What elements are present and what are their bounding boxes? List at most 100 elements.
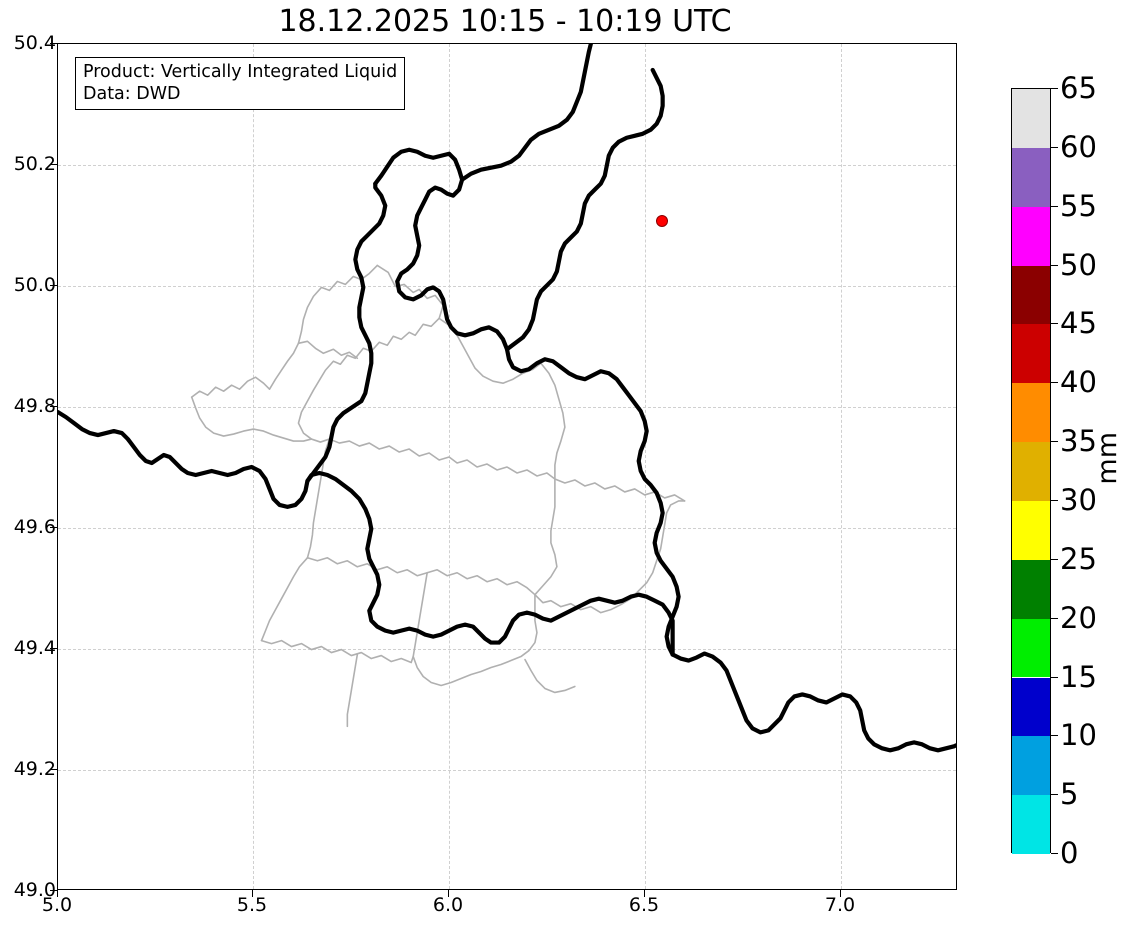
colorbar-segment-5-10 xyxy=(1012,736,1050,796)
canton-border xyxy=(524,658,576,694)
colorbar-label: 35 xyxy=(1060,424,1097,459)
x-tick-mark xyxy=(840,890,841,897)
colorbar-label: 65 xyxy=(1060,71,1097,105)
gridline-vertical xyxy=(449,44,450,889)
x-tick-mark xyxy=(57,890,58,897)
canton-border xyxy=(297,264,444,443)
gridline-horizontal xyxy=(58,286,956,287)
colorbar-label: 10 xyxy=(1060,718,1097,753)
colorbar-tick xyxy=(1051,323,1058,325)
colorbar-label: 45 xyxy=(1060,306,1097,341)
canton-border xyxy=(297,340,359,360)
colorbar-segment-0-5 xyxy=(1012,795,1050,854)
colorbar-label: 0 xyxy=(1060,836,1079,870)
y-tick-mark xyxy=(50,890,57,891)
canton-border xyxy=(190,396,313,442)
y-tick-mark xyxy=(50,164,57,165)
product-info-box: Product: Vertically Integrated Liquid Da… xyxy=(75,57,406,111)
colorbar-unit-label: mm xyxy=(1092,432,1123,485)
canton-border xyxy=(412,571,428,658)
colorbar-segment-60-65 xyxy=(1012,89,1050,148)
x-tick-label: 6.0 xyxy=(432,894,464,916)
colorbar-tick xyxy=(1051,382,1058,384)
y-tick-label: 50.0 xyxy=(13,274,56,296)
y-tick-label: 49.2 xyxy=(13,758,56,780)
colorbar-segment-25-30 xyxy=(1012,501,1050,560)
y-tick-label: 50.4 xyxy=(13,32,56,54)
x-tick-label: 5.5 xyxy=(236,894,268,916)
gridline-vertical xyxy=(841,44,842,889)
colorbar-tick xyxy=(1051,205,1058,207)
canton-border xyxy=(346,653,359,728)
product-info-line-2: Data: DWD xyxy=(83,84,181,105)
radar-site-marker[interactable] xyxy=(656,215,668,227)
x-tick-mark xyxy=(644,890,645,897)
canton-border xyxy=(426,568,536,596)
colorbar-tick xyxy=(1051,499,1058,501)
canton-border xyxy=(412,593,538,687)
colorbar-tick xyxy=(1051,853,1058,854)
colorbar-tick xyxy=(1051,735,1058,737)
product-info-line-1: Product: Vertically Integrated Liquid xyxy=(83,62,398,82)
gridline-horizontal xyxy=(58,528,956,529)
colorbar-tick xyxy=(1051,617,1058,619)
colorbar-tick xyxy=(1051,264,1058,266)
colorbar-label: 25 xyxy=(1060,541,1097,576)
y-tick-mark xyxy=(50,527,57,528)
colorbar-segment-10-15 xyxy=(1012,677,1050,737)
canton-borders-group xyxy=(190,264,686,728)
colorbar-tick xyxy=(1051,441,1058,443)
colorbar-tick xyxy=(1051,676,1058,678)
colorbar-label: 55 xyxy=(1060,188,1097,223)
gridline-horizontal xyxy=(58,165,956,166)
colorbar-segment-20-25 xyxy=(1012,559,1050,619)
page-title: 18.12.2025 10:15 - 10:19 UTC xyxy=(278,4,732,39)
colorbar-segment-50-55 xyxy=(1012,206,1050,266)
national-borders-group xyxy=(58,44,956,753)
canton-border xyxy=(328,438,556,480)
x-tick-label: 6.5 xyxy=(628,894,660,916)
gridline-horizontal xyxy=(58,770,956,771)
y-tick-mark xyxy=(50,43,57,44)
country-border-west-south xyxy=(58,410,675,657)
colorbar-segment-35-40 xyxy=(1012,383,1050,443)
canton-border xyxy=(554,478,686,502)
x-tick-label: 5.0 xyxy=(41,894,73,916)
country-border-north-spur xyxy=(504,67,665,352)
country-border-luxembourg xyxy=(373,147,681,657)
colorbar-label: 60 xyxy=(1060,129,1097,164)
colorbar-tick xyxy=(1051,794,1058,796)
y-tick-label: 49.4 xyxy=(13,637,56,659)
gridline-horizontal xyxy=(58,649,956,650)
canton-border xyxy=(306,556,428,577)
canton-border xyxy=(534,589,640,614)
x-tick-mark xyxy=(252,890,253,897)
colorbar-segment-55-60 xyxy=(1012,147,1050,207)
x-tick-mark xyxy=(448,890,449,897)
gridline-vertical xyxy=(645,44,646,889)
colorbar-label: 20 xyxy=(1060,600,1097,635)
y-tick-label: 49.6 xyxy=(13,516,56,538)
y-tick-mark xyxy=(50,769,57,770)
y-tick-label: 49.0 xyxy=(13,879,56,901)
colorbar-segment-30-35 xyxy=(1012,442,1050,501)
colorbar-segment-40-45 xyxy=(1012,324,1050,384)
colorbar-label: 30 xyxy=(1060,482,1097,517)
gridline-vertical xyxy=(253,44,254,889)
y-tick-mark xyxy=(50,648,57,649)
map-plot-area[interactable]: Product: Vertically Integrated Liquid Da… xyxy=(57,43,957,890)
x-tick-label: 7.0 xyxy=(824,894,856,916)
colorbar-tick xyxy=(1051,88,1058,89)
y-tick-label: 49.8 xyxy=(13,395,56,417)
y-tick-label: 50.2 xyxy=(13,153,56,175)
colorbar-segment-15-20 xyxy=(1012,618,1050,678)
country-border-moselle xyxy=(670,651,956,753)
map-overlay xyxy=(58,44,956,753)
canton-border xyxy=(306,438,331,559)
country-border-northwest xyxy=(305,181,388,484)
colorbar[interactable] xyxy=(1011,88,1051,854)
canton-border xyxy=(534,478,558,596)
colorbar-label: 50 xyxy=(1060,247,1097,282)
colorbar-tick xyxy=(1051,558,1058,560)
